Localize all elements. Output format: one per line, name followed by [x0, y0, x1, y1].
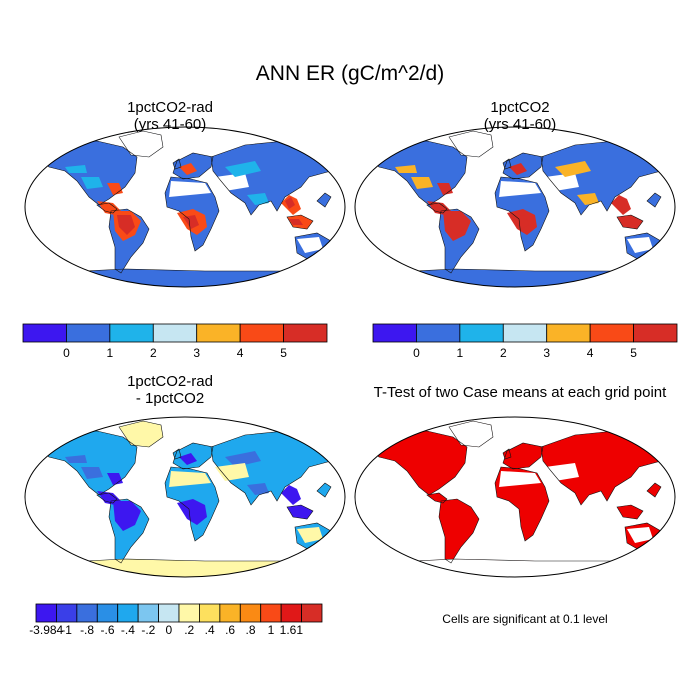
colorbar-swatch	[416, 323, 461, 343]
panel3-title-line2: - 1pctCO2	[135, 390, 205, 407]
colorbar-tick-label: .6	[225, 623, 235, 637]
colorbar-tick-label: .8	[245, 623, 255, 637]
map-border	[24, 126, 346, 288]
colorbar-tick-label: -.2	[141, 623, 155, 637]
panel2-title-line1: 1pctCO2	[490, 99, 550, 116]
colorbar-swatch	[546, 323, 591, 343]
colorbar-tick-label: 1	[457, 346, 464, 360]
colorbar-swatch	[66, 323, 111, 343]
colorbar-swatch	[178, 603, 200, 623]
colorbar-tick-label: .4	[205, 623, 215, 637]
colorbar-tick-label: 4	[237, 346, 244, 360]
panel1-title-line1: 1pctCO2-rad	[127, 99, 213, 116]
colorbar-swatch	[239, 603, 262, 623]
colorbar-tick-label: -.4	[121, 623, 135, 637]
colorbar-tick-label: 1	[268, 623, 275, 637]
map-border	[354, 416, 676, 578]
colorbar-swatch	[76, 603, 98, 623]
panel4-note: Cells are significant at 0.1 level	[442, 612, 608, 626]
colorbar-tick-label: 3	[193, 346, 200, 360]
colorbar-swatch	[219, 603, 241, 623]
map-panel-3	[24, 416, 346, 578]
figure-title: ANN ER (gC/m^2/d)	[255, 62, 445, 85]
colorbar-swatch	[109, 323, 154, 343]
colorbar-swatch	[459, 323, 504, 343]
colorbar-tick-label: -.6	[100, 623, 114, 637]
colorbar-panel-2: 0 1 2 3 4 5	[372, 323, 678, 360]
colorbar-swatch	[35, 603, 57, 623]
significant-cells	[365, 421, 671, 577]
colorbar-swatch	[260, 603, 282, 623]
colorbar-tick-label: 3	[543, 346, 550, 360]
colorbar-tick-label: 2	[500, 346, 507, 360]
colorbar-tick-label: 0	[63, 346, 70, 360]
colorbar-tick-label: 5	[280, 346, 287, 360]
colorbar-tick-label: 4	[587, 346, 594, 360]
colorbar-tick-label: -1	[61, 623, 72, 637]
panel3-title-line1: 1pctCO2-rad	[127, 373, 213, 390]
colorbar-tick-label: 0	[165, 623, 172, 637]
colorbar-swatch	[633, 323, 678, 343]
colorbar-swatch	[152, 323, 198, 343]
colorbar-swatch	[301, 603, 323, 623]
panel2-title-line2: (yrs 41-60)	[483, 116, 557, 133]
colorbar-tick-label: -.8	[80, 623, 94, 637]
antarctica-near-zero	[35, 559, 335, 577]
panel2-title: 1pctCO2 (yrs 41-60)	[400, 99, 640, 133]
colorbar-swatch	[137, 603, 159, 623]
colorbar-tick-label: .2	[184, 623, 194, 637]
colorbar-swatch	[117, 603, 139, 623]
colorbar-swatch	[239, 323, 284, 343]
colorbar-swatch	[283, 323, 328, 343]
colorbar-swatch	[280, 603, 302, 623]
colorbar-swatch	[589, 323, 634, 343]
colorbar-swatch	[199, 603, 221, 623]
colorbar-swatch	[502, 323, 548, 343]
colorbar-swatch	[22, 323, 67, 343]
colorbar-tick-label: 2	[150, 346, 157, 360]
map-panel-2	[354, 126, 676, 288]
colorbar-panel-3: -3.984-1 -.8 -.6 -.4 -.2 0 .2 .4 .6 .8 1 1.61	[29, 603, 323, 637]
colorbar-tick-label: 0	[413, 346, 420, 360]
colorbar-tick-label: 1	[107, 346, 114, 360]
colorbar-panel-1: 0 1 2 3 4 5	[22, 323, 328, 360]
map-panel-4	[354, 416, 676, 578]
map-border	[354, 126, 676, 288]
colorbar-swatch	[196, 323, 241, 343]
colorbar-tick-label: -3.984	[29, 623, 63, 637]
colorbar-swatch	[96, 603, 119, 623]
map-panel-1	[24, 126, 346, 288]
colorbar-tick-label: 5	[630, 346, 637, 360]
colorbar-swatch	[372, 323, 417, 343]
panel4-title: T-Test of two Case means at each grid po…	[373, 384, 667, 401]
colorbar-tick-label: 1.61	[280, 623, 304, 637]
map-border	[24, 416, 346, 578]
colorbar-swatch	[158, 603, 180, 623]
antarctica-non-significant	[365, 559, 665, 577]
panel3-title: 1pctCO2-rad - 1pctCO2	[50, 373, 290, 407]
colorbar-swatch	[56, 603, 78, 623]
